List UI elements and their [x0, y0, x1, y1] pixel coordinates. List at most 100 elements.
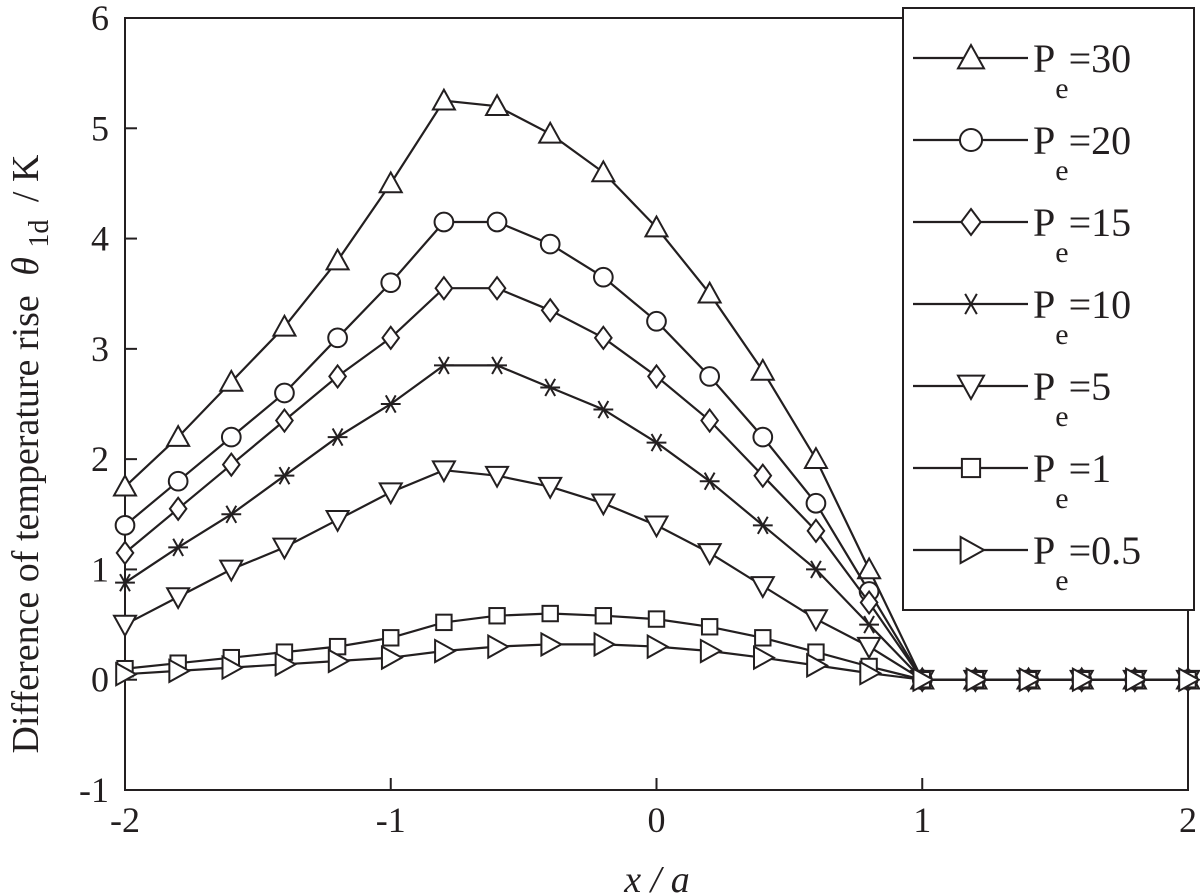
data-point-star	[593, 400, 614, 419]
data-point-circle	[274, 382, 295, 404]
y-tick-label: 5	[91, 108, 109, 148]
y-tick-label: 3	[91, 329, 109, 369]
star-stroke	[278, 466, 291, 485]
data-point-triangle-right	[274, 651, 298, 677]
data-point-triangle-up	[537, 120, 563, 144]
x-tick-label: -2	[110, 800, 140, 840]
data-point-star	[487, 356, 507, 375]
series-layer	[112, 87, 1200, 693]
data-point-star	[221, 505, 242, 524]
data-point-triangle-up	[956, 42, 986, 70]
data-point-square	[594, 607, 613, 625]
data-point-diamond	[221, 451, 241, 478]
legend-label: Pe=0.5	[1033, 528, 1141, 597]
data-point-triangle-right	[593, 631, 617, 658]
data-point-circle	[380, 272, 402, 294]
data-point-star	[274, 466, 295, 485]
legend-label: Pe=15	[1033, 200, 1131, 269]
y-tick-label: 6	[91, 0, 109, 38]
data-point-triangle-right	[434, 638, 457, 664]
data-point-star	[168, 538, 189, 557]
data-point-triangle-right	[221, 654, 245, 681]
data-point-triangle-down	[803, 609, 829, 633]
data-point-triangle-up	[750, 357, 776, 381]
data-point-circle	[220, 426, 242, 448]
data-point-triangle-down	[165, 587, 191, 611]
data-point-star	[646, 433, 667, 452]
data-point-triangle-right	[1071, 667, 1095, 693]
legend-box	[902, 7, 1195, 611]
data-point-circle	[646, 310, 667, 332]
y-axis-label-unit: / K	[5, 154, 47, 202]
data-point-diamond	[168, 496, 188, 522]
data-point-star	[327, 428, 348, 447]
data-point-diamond	[115, 540, 135, 566]
data-point-triangle-down	[956, 374, 986, 402]
data-point-triangle-right	[753, 644, 776, 671]
data-point-triangle-right	[959, 535, 987, 565]
data-point-square	[382, 629, 400, 647]
data-point-triangle-up	[378, 170, 404, 194]
data-point-square	[488, 607, 506, 625]
star-stroke	[544, 378, 557, 397]
data-point-star	[859, 615, 879, 634]
data-point-star	[699, 472, 720, 491]
data-point-triangle-right	[1178, 667, 1200, 693]
data-point-triangle-right	[646, 633, 670, 660]
data-point-diamond	[960, 207, 982, 237]
data-point-diamond	[859, 589, 879, 616]
legend-entry-Pe=15: Pe=15	[913, 200, 1131, 269]
star-stroke	[810, 560, 822, 579]
data-point-triangle-right	[327, 648, 351, 674]
data-point-diamond	[274, 407, 294, 434]
legend-label: Pe=20	[1033, 118, 1131, 187]
star-stroke	[331, 428, 344, 447]
data-point-triangle-up	[218, 368, 244, 392]
data-point-triangle-down	[537, 476, 563, 500]
legend-label: Pe=5	[1033, 364, 1111, 433]
data-point-triangle-up	[856, 556, 882, 580]
y-tick-label: -1	[79, 770, 109, 810]
data-point-triangle-up	[590, 159, 617, 183]
y-axis-label-main: Difference of temperature rise	[5, 295, 47, 753]
data-point-circle	[539, 233, 561, 255]
x-tick-label: 1	[913, 800, 931, 840]
data-point-square	[754, 629, 772, 647]
data-point-circle	[433, 211, 455, 233]
data-point-triangle-down	[484, 465, 510, 489]
legend-label: Pe=1	[1033, 446, 1111, 515]
y-tick-label: 2	[91, 439, 109, 479]
star-stroke	[756, 516, 769, 535]
data-point-triangle-right	[1125, 667, 1148, 693]
data-point-star	[752, 516, 773, 535]
data-point-square	[435, 613, 453, 632]
data-point-triangle-right	[487, 633, 511, 660]
data-point-circle	[805, 492, 827, 514]
data-point-triangle-right	[859, 660, 883, 686]
data-point-triangle-right	[912, 667, 936, 693]
data-point-triangle-down	[750, 576, 776, 600]
data-point-star	[959, 293, 983, 315]
star-stroke	[225, 505, 238, 524]
data-point-triangle-down	[378, 482, 404, 506]
y-axis-label-subscript: 1d	[24, 220, 55, 248]
legend-entry-Pe=1: Pe=1	[913, 446, 1111, 515]
svg-text:Difference of temperature rise: Difference of temperature rise θ 1d / K	[5, 154, 57, 753]
data-point-diamond	[381, 325, 401, 351]
axis-labels: x / a Difference of temperature rise θ 1…	[5, 154, 690, 896]
data-point-square	[960, 457, 982, 479]
x-tick-label: 0	[648, 800, 666, 840]
data-point-diamond	[593, 325, 613, 351]
star-stroke	[703, 472, 716, 491]
y-tick-label: 4	[91, 219, 109, 259]
data-point-triangle-right	[380, 644, 404, 671]
legend-label: Pe=10	[1033, 282, 1131, 351]
data-point-diamond	[328, 363, 348, 390]
star-stroke	[384, 394, 397, 414]
data-point-triangle-down	[324, 510, 351, 533]
data-point-star	[540, 378, 561, 397]
data-point-triangle-down	[431, 460, 457, 484]
y-tick-label: 0	[91, 660, 109, 700]
data-point-triangle-down	[218, 559, 244, 583]
data-point-triangle-down	[590, 493, 617, 517]
